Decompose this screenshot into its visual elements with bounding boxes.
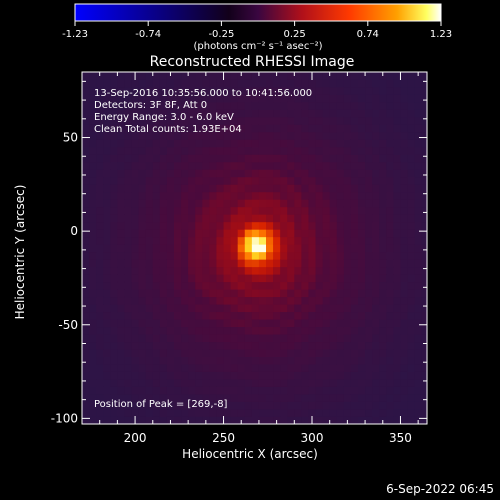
- annotation-line: Clean Total counts: 1.93E+04: [94, 124, 242, 135]
- x-tick-label: 200: [124, 431, 147, 445]
- colorbar-tick-label: 1.23: [430, 29, 452, 40]
- annotation-line: Energy Range: 3.0 - 6.0 keV: [94, 112, 234, 123]
- colorbar-tick-label: -0.25: [208, 29, 234, 40]
- peak-position-label: Position of Peak = [269,-8]: [94, 399, 228, 410]
- x-tick-label: 350: [389, 431, 412, 445]
- footer-date: 6-Sep-2022 06:45: [386, 482, 494, 496]
- y-axis: -100 -50 0 50: [51, 80, 427, 425]
- colorbar-unit-label: (photons cm⁻² s⁻¹ asec⁻²): [193, 41, 322, 52]
- annotation-line: 13-Sep-2016 10:35:56.000 to 10:41:56.000: [94, 88, 312, 99]
- colorbar-tick-label: -1.23: [62, 29, 88, 40]
- y-tick-label: 50: [63, 131, 78, 145]
- info-annotations: 13-Sep-2016 10:35:56.000 to 10:41:56.000…: [94, 88, 312, 135]
- y-tick-label: -50: [58, 318, 78, 332]
- x-tick-label: 300: [301, 431, 324, 445]
- plot-frame: [81, 71, 428, 425]
- colorbar: [74, 3, 442, 22]
- colorbar-ticks: -1.23 -0.74 -0.25 0.25 0.74 1.23: [62, 21, 452, 40]
- colorbar-tick-label: 0.74: [357, 29, 379, 40]
- colorbar-tick-label: -0.74: [135, 29, 161, 40]
- y-axis-label: Heliocentric Y (arcsec): [13, 185, 27, 320]
- heatmap-image: [82, 72, 427, 424]
- y-tick-label: -100: [51, 411, 78, 425]
- annotation-line: Detectors: 3F 8F, Att 0: [94, 100, 207, 111]
- chart-title: Reconstructed RHESSI Image: [150, 54, 355, 70]
- x-axis: 200 250 300 350: [99, 72, 419, 445]
- x-tick-label: 250: [212, 431, 235, 445]
- x-axis-label: Heliocentric X (arcsec): [182, 447, 318, 461]
- colorbar-tick-label: 0.25: [283, 29, 305, 40]
- y-tick-label: 0: [70, 224, 78, 238]
